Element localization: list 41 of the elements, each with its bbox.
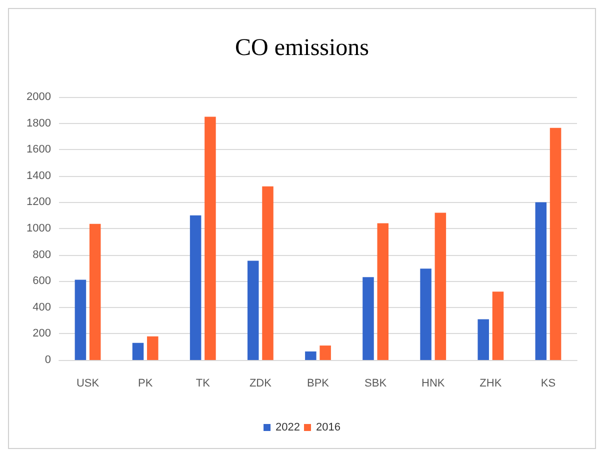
bar [132,342,144,360]
bar [147,336,158,360]
y-tick-label: 0 [44,354,51,366]
bar [377,223,389,360]
y-tick-label: 2000 [26,91,51,103]
bar [74,280,86,360]
x-tick-label: BPK [306,378,330,390]
y-tick-label: 800 [32,248,51,261]
y-tick-label: 600 [32,275,51,288]
bar [247,260,259,360]
y-tick-label: 1600 [26,144,51,156]
y-tick-label: 1400 [26,170,51,182]
y-tick-label: 200 [32,328,51,340]
bar [262,186,274,360]
bar [190,215,202,360]
legend-label: 2016 [316,422,340,434]
bar [320,346,331,360]
bar [535,202,547,360]
x-tick-label: TK [196,378,211,390]
y-tick-label: 1800 [26,117,51,130]
bar [204,116,216,360]
y-tick-label: 400 [32,301,51,314]
bar [492,292,504,360]
x-tick-label: KS [540,378,556,390]
y-tick-label: 1000 [26,222,51,234]
x-tick-label: SBK [364,378,388,390]
bar [478,319,489,360]
legend-label: 2022 [276,422,300,434]
bar [550,128,562,360]
bar [305,351,316,360]
x-tick-label: HNK [421,378,446,390]
bar [362,277,374,360]
x-tick-label: ZDK [249,378,272,390]
x-tick-label: USK [76,378,100,390]
x-tick-label: PK [138,378,154,390]
x-tick-label: ZHK [480,378,502,390]
y-tick-label: 1200 [26,196,51,208]
bar [420,268,432,360]
bar [89,224,101,360]
bar [434,212,446,360]
chart-title: CO emissions [234,35,370,61]
